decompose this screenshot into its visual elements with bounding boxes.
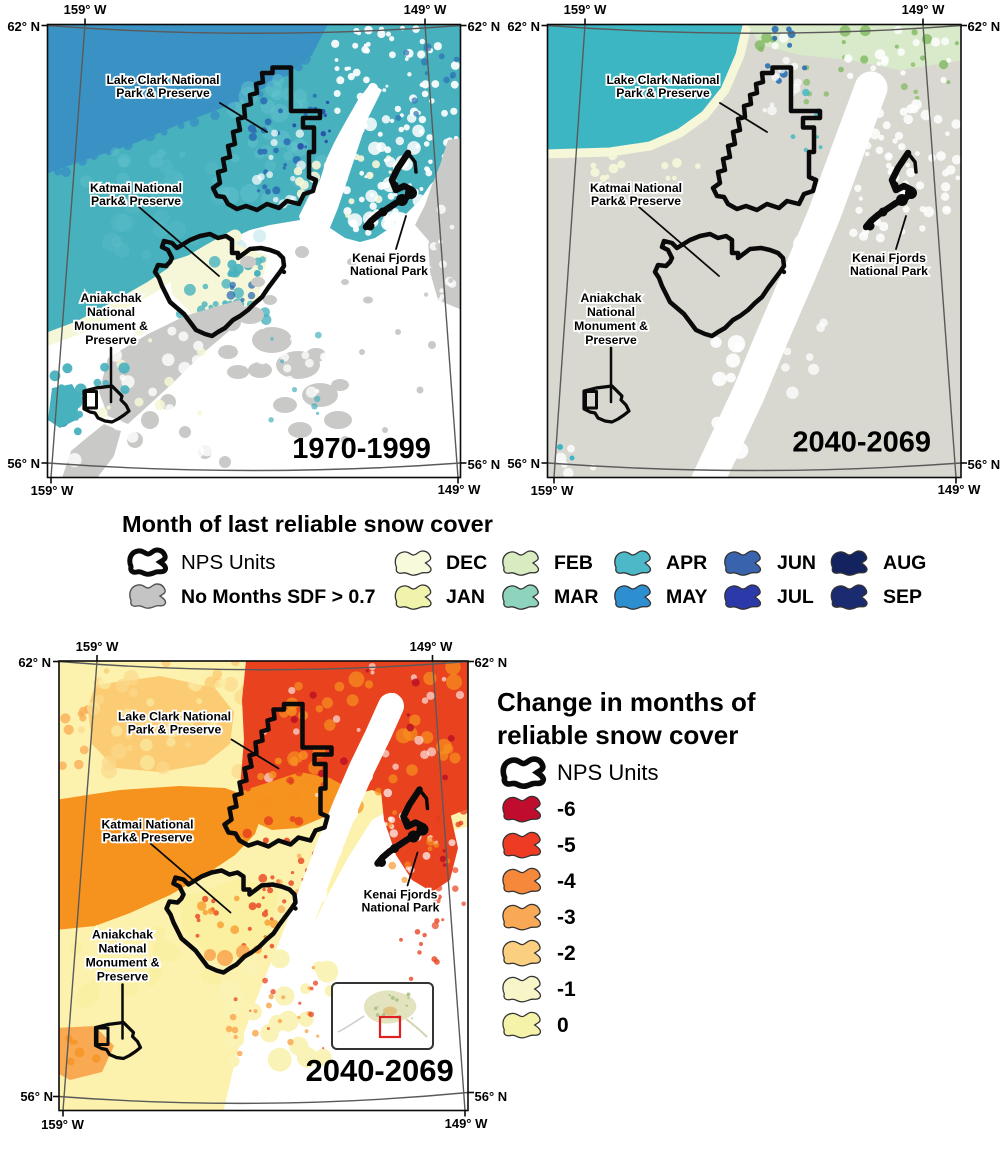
- svg-text:159° W: 159° W: [76, 639, 120, 654]
- svg-text:0: 0: [557, 1014, 569, 1037]
- svg-text:1970-1999: 1970-1999: [292, 433, 431, 465]
- svg-text:62° N: 62° N: [968, 19, 1000, 34]
- svg-text:DEC: DEC: [446, 552, 487, 574]
- svg-text:-2: -2: [557, 942, 576, 965]
- svg-text:56° N: 56° N: [968, 457, 1000, 472]
- svg-text:-5: -5: [557, 834, 576, 857]
- svg-text:159° W: 159° W: [64, 2, 108, 17]
- svg-text:MAR: MAR: [554, 586, 598, 608]
- svg-text:FEB: FEB: [554, 552, 593, 574]
- svg-text:-3: -3: [557, 906, 576, 929]
- svg-text:62° N: 62° N: [507, 19, 540, 34]
- svg-text:56° N: 56° N: [475, 1089, 508, 1104]
- svg-text:56° N: 56° N: [7, 456, 40, 471]
- svg-text:AUG: AUG: [883, 552, 926, 574]
- svg-text:149° W: 149° W: [438, 482, 482, 497]
- svg-text:62° N: 62° N: [475, 655, 508, 670]
- svg-text:62° N: 62° N: [18, 655, 51, 670]
- svg-text:56° N: 56° N: [468, 457, 501, 472]
- svg-text:159° W: 159° W: [531, 483, 575, 498]
- svg-text:-1: -1: [557, 978, 576, 1001]
- svg-text:149° W: 149° W: [404, 2, 448, 17]
- svg-text:SEP: SEP: [883, 586, 922, 608]
- svg-text:149° W: 149° W: [902, 2, 946, 17]
- svg-text:JUN: JUN: [777, 552, 816, 574]
- svg-text:159° W: 159° W: [31, 483, 75, 498]
- svg-text:No Months SDF > 0.7: No Months SDF > 0.7: [181, 586, 375, 608]
- svg-text:Month of last reliable snow co: Month of last reliable snow cover: [122, 511, 493, 537]
- svg-text:2040-2069: 2040-2069: [792, 427, 931, 459]
- svg-text:JAN: JAN: [446, 586, 485, 608]
- svg-text:149° W: 149° W: [938, 482, 982, 497]
- svg-text:JUL: JUL: [777, 586, 814, 608]
- svg-text:149° W: 149° W: [410, 639, 454, 654]
- svg-text:NPS Units: NPS Units: [557, 760, 658, 785]
- svg-text:MAY: MAY: [666, 586, 708, 608]
- svg-text:APR: APR: [666, 552, 707, 574]
- svg-text:Change in months of: Change in months of: [497, 687, 756, 717]
- svg-text:159° W: 159° W: [564, 2, 608, 17]
- svg-text:62° N: 62° N: [7, 19, 40, 34]
- svg-text:56° N: 56° N: [20, 1089, 53, 1104]
- svg-text:56° N: 56° N: [507, 456, 540, 471]
- svg-text:62° N: 62° N: [468, 19, 501, 34]
- svg-text:2040-2069: 2040-2069: [305, 1053, 453, 1088]
- svg-text:-4: -4: [557, 870, 576, 893]
- svg-text:reliable snow cover: reliable snow cover: [497, 720, 738, 750]
- svg-text:149° W: 149° W: [445, 1116, 489, 1131]
- svg-text:-6: -6: [557, 798, 576, 821]
- svg-text:159° W: 159° W: [41, 1117, 85, 1132]
- svg-text:NPS Units: NPS Units: [181, 551, 276, 574]
